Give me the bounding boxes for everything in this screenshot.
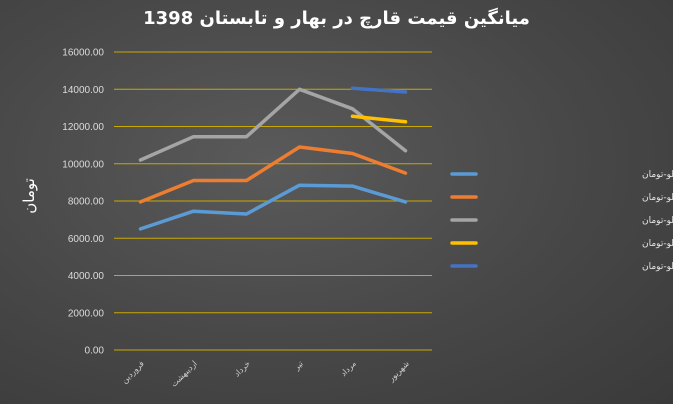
legend-entry: متوسط قارچ فله درجه سه هر کیلو-تومان bbox=[642, 170, 673, 180]
legend-entry: متوسط قارچ فله سبد درجه یک هر کیلو-تومان bbox=[642, 239, 673, 249]
y-tick-label: 4000.00 bbox=[68, 271, 105, 282]
series-line-2 bbox=[138, 145, 408, 204]
chart-title: میانگین قیمت قارچ در بهار و تابستان 1398 bbox=[143, 8, 530, 29]
x-tick-label: مرداد bbox=[339, 359, 358, 378]
x-tick-label: شهریور bbox=[386, 359, 411, 384]
x-tick-label: اردیبهشت bbox=[169, 359, 199, 389]
y-tick-label: 16000.00 bbox=[62, 48, 104, 59]
series-line-5 bbox=[350, 86, 408, 94]
y-axis-label: تومان bbox=[20, 178, 38, 214]
series-line-1 bbox=[138, 183, 408, 231]
y-tick-label: 12000.00 bbox=[62, 122, 104, 133]
y-tick-label: 0.00 bbox=[85, 346, 105, 357]
y-tick-label: 10000.00 bbox=[62, 159, 104, 170]
legend-entry: متوسط قارچ فله درجه دو هرکیلو-تومان bbox=[642, 193, 673, 203]
x-tick-label: فروردین bbox=[120, 359, 146, 385]
y-tick-label: 8000.00 bbox=[68, 197, 105, 208]
x-tick-label: تیر bbox=[291, 359, 304, 372]
y-tick-label: 2000.00 bbox=[68, 308, 105, 319]
x-tick-label: خرداد bbox=[232, 359, 252, 379]
y-tick-label: 14000.00 bbox=[62, 85, 104, 96]
legend-entry: متوسط قارچ در سبد لوکس هر کیلو-تومان bbox=[642, 262, 673, 272]
y-tick-label: 6000.00 bbox=[68, 234, 105, 245]
series-line-3 bbox=[138, 87, 408, 162]
series-line-4 bbox=[350, 114, 408, 124]
legend-entry: متوسط قارچ فله در کیسه هرکیلو-تومان bbox=[642, 216, 673, 226]
